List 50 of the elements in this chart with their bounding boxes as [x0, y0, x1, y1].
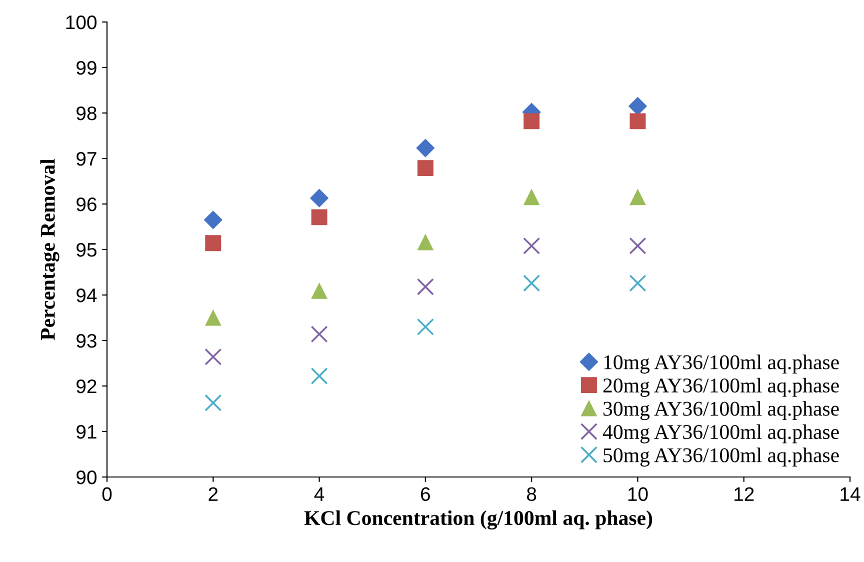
legend-label: 40mg AY36/100ml aq.phase — [602, 424, 839, 444]
point — [310, 326, 328, 343]
point — [205, 235, 222, 252]
point — [204, 210, 222, 230]
legend-label: 50mg AY36/100ml aq.phase — [604, 448, 839, 467]
point — [629, 237, 646, 254]
point — [417, 234, 434, 250]
point — [630, 113, 646, 130]
point — [523, 237, 540, 254]
x-tick-label: 8 — [527, 487, 536, 502]
point — [310, 188, 328, 208]
y-tick-label: 92 — [76, 379, 96, 394]
point — [416, 318, 434, 336]
point — [524, 189, 540, 206]
y-tick-label: 94 — [76, 288, 97, 302]
point — [204, 394, 222, 412]
x-tick-label: 14 — [840, 487, 860, 501]
x-tick-label: 0 — [102, 487, 112, 502]
legend-label: 10mg AY36/100ml aq.phase — [604, 354, 839, 374]
point — [524, 113, 540, 130]
y-tick-label: 93 — [76, 334, 96, 348]
x-tick-label: 4 — [314, 487, 324, 501]
point — [416, 278, 434, 296]
point — [205, 310, 222, 326]
point — [523, 274, 540, 292]
y-tick-label: 90 — [76, 470, 97, 484]
point — [417, 160, 434, 176]
y-axis-title: Percentage Removal — [40, 158, 60, 340]
y-tick-label: 100 — [66, 15, 97, 30]
legend-label: 30mg AY36/100ml aq.phase — [603, 401, 839, 420]
point — [416, 138, 435, 158]
y-tick-label: 98 — [76, 106, 96, 120]
x-tick-label: 6 — [421, 487, 430, 502]
y-tick-label: 99 — [76, 60, 96, 75]
point — [311, 282, 328, 299]
y-tick-label: 96 — [76, 197, 96, 212]
point — [204, 348, 222, 366]
point — [311, 209, 328, 226]
point — [628, 96, 647, 116]
y-tick-label: 95 — [76, 242, 96, 257]
x-tick-label: 2 — [208, 487, 218, 501]
point — [630, 189, 646, 206]
y-tick-label: 91 — [76, 424, 96, 439]
x-tick-label: 12 — [734, 487, 754, 501]
y-tick-label: 97 — [76, 152, 96, 166]
legend-label: 20mg AY36/100ml aq.phase — [603, 378, 839, 397]
point — [310, 367, 328, 385]
point — [629, 274, 646, 292]
x-axis-title: KCl Concentration (g/100ml aq. phase) — [304, 510, 652, 530]
x-tick-label: 10 — [628, 487, 648, 502]
